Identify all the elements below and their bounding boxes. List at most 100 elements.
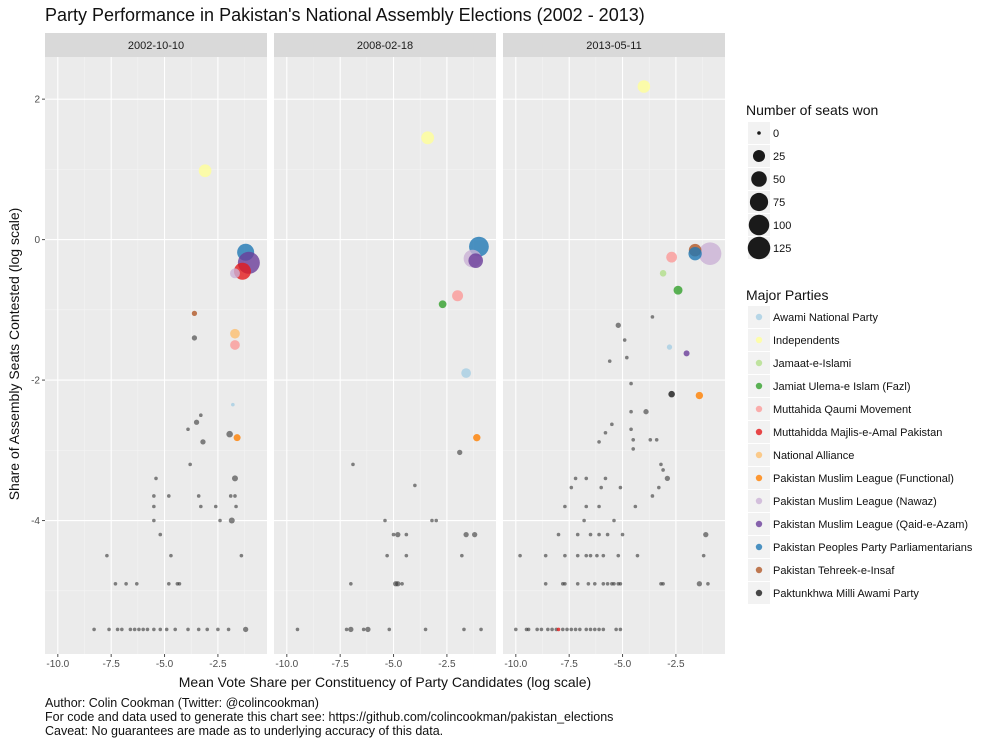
data-point-other bbox=[134, 581, 139, 586]
facet-panels: 2002-10-10 -10.0 -7.5 -5.0 -2.5 2 0 -2 -4 2008-02… bbox=[31, 33, 725, 670]
color-legend-symbol bbox=[755, 359, 763, 367]
data-point-other bbox=[137, 627, 141, 632]
data-point-other bbox=[243, 626, 249, 633]
data-point-other bbox=[145, 627, 150, 632]
data-point-other bbox=[158, 532, 163, 537]
plot-background bbox=[274, 57, 496, 654]
size-legend-label: 25 bbox=[773, 151, 785, 163]
data-point-other bbox=[631, 447, 636, 451]
data-point-other bbox=[575, 581, 580, 586]
data-point-other bbox=[115, 627, 120, 632]
data-point-other bbox=[167, 494, 171, 498]
data-point-other bbox=[618, 581, 623, 586]
color-legend-title: Major Parties bbox=[746, 287, 828, 303]
chart-title: Party Performance in Pakistan's National… bbox=[45, 5, 645, 25]
data-point-other bbox=[648, 437, 653, 442]
data-point-other bbox=[199, 504, 203, 509]
data-point-other bbox=[234, 504, 238, 509]
data-point-other bbox=[584, 504, 589, 509]
size-legend-label: 100 bbox=[773, 220, 791, 232]
size-legend-symbol bbox=[747, 236, 771, 260]
data-point-major-party bbox=[452, 290, 464, 302]
data-point-other bbox=[661, 468, 665, 472]
data-point-other bbox=[349, 581, 353, 586]
data-point-other bbox=[387, 627, 392, 632]
data-point-major-party bbox=[198, 164, 212, 178]
data-point-major-party bbox=[695, 391, 704, 400]
data-point-other bbox=[565, 627, 569, 632]
data-point-other bbox=[584, 553, 589, 558]
data-point-other bbox=[216, 627, 220, 632]
data-point-other bbox=[462, 627, 466, 632]
data-point-other bbox=[575, 532, 580, 537]
data-point-other bbox=[584, 627, 589, 632]
data-point-other bbox=[199, 413, 203, 418]
data-point-other bbox=[186, 427, 190, 432]
data-point-major-party bbox=[231, 402, 235, 407]
color-legend-symbol bbox=[755, 566, 763, 574]
y-tick-label: -2 bbox=[31, 376, 40, 387]
data-point-other bbox=[601, 553, 606, 558]
data-point-other bbox=[657, 485, 661, 490]
data-point-other bbox=[391, 532, 396, 537]
data-point-other bbox=[597, 440, 601, 444]
data-point-other bbox=[616, 553, 621, 558]
color-legend-label: Muttahidda Majlis-e-Amal Pakistan bbox=[773, 427, 942, 439]
size-legend-symbol bbox=[751, 171, 767, 187]
data-point-other bbox=[423, 627, 428, 632]
color-legend-label: Independents bbox=[773, 335, 840, 347]
x-tick-label: -7.5 bbox=[103, 659, 121, 670]
data-point-other bbox=[188, 462, 192, 467]
data-point-other bbox=[633, 504, 638, 509]
plot-background bbox=[503, 57, 725, 654]
data-point-major-party bbox=[637, 80, 651, 93]
data-point-other bbox=[526, 627, 531, 632]
data-point-other bbox=[631, 437, 636, 442]
data-point-other bbox=[696, 581, 703, 587]
data-point-major-party bbox=[468, 253, 484, 268]
x-tick-label: -2.5 bbox=[667, 659, 685, 670]
data-point-other bbox=[196, 627, 201, 632]
x-tick-label: -5.0 bbox=[385, 659, 403, 670]
data-point-other bbox=[120, 627, 124, 632]
data-point-other bbox=[152, 504, 156, 509]
data-point-other bbox=[124, 581, 128, 586]
facet-panel: 2008-02-18 -10.0 -7.5 -5.0 -2.5 bbox=[274, 33, 496, 670]
data-point-major-party bbox=[461, 368, 471, 378]
x-tick-label: -5.0 bbox=[156, 659, 174, 670]
data-point-other bbox=[605, 532, 610, 537]
data-point-other bbox=[205, 627, 210, 632]
size-legend-title: Number of seats won bbox=[746, 102, 878, 118]
caption-source: For code and data used to generate this … bbox=[45, 710, 613, 724]
data-point-other bbox=[196, 494, 201, 498]
data-point-other bbox=[344, 627, 349, 632]
data-point-other bbox=[193, 419, 200, 425]
data-point-other bbox=[601, 627, 606, 632]
data-point-other bbox=[200, 439, 206, 445]
data-point-other bbox=[239, 553, 244, 558]
color-legend-label: Jamiat Ulema-e Islam (Fazl) bbox=[773, 381, 911, 393]
data-point-other bbox=[603, 476, 608, 481]
data-point-other bbox=[152, 627, 156, 632]
color-legend-symbol bbox=[755, 474, 763, 482]
facet-strip bbox=[45, 33, 267, 57]
color-legend-symbol bbox=[755, 428, 763, 436]
data-point-other bbox=[597, 504, 601, 509]
data-point-other bbox=[430, 518, 434, 523]
data-point-other bbox=[543, 581, 548, 586]
size-legend: 0 25 50 75 100 125 bbox=[747, 122, 791, 260]
color-legend-symbol bbox=[755, 382, 763, 390]
data-point-other bbox=[650, 315, 655, 319]
x-axis-title: Mean Vote Share per Constituency of Part… bbox=[179, 674, 591, 690]
data-point-other bbox=[543, 553, 548, 558]
data-point-other bbox=[612, 581, 616, 586]
data-point-other bbox=[556, 532, 561, 537]
data-point-other bbox=[575, 553, 580, 558]
facet-panel: 2013-05-11 -10.0 -7.5 -5.0 -2.5 bbox=[503, 33, 725, 670]
data-point-other bbox=[560, 627, 565, 632]
facet-panel: 2002-10-10 -10.0 -7.5 -5.0 -2.5 2 0 -2 -4 bbox=[31, 33, 267, 670]
data-point-other bbox=[132, 627, 137, 632]
data-point-major-party bbox=[666, 344, 673, 350]
data-point-other bbox=[107, 627, 111, 632]
data-point-other bbox=[563, 553, 567, 558]
